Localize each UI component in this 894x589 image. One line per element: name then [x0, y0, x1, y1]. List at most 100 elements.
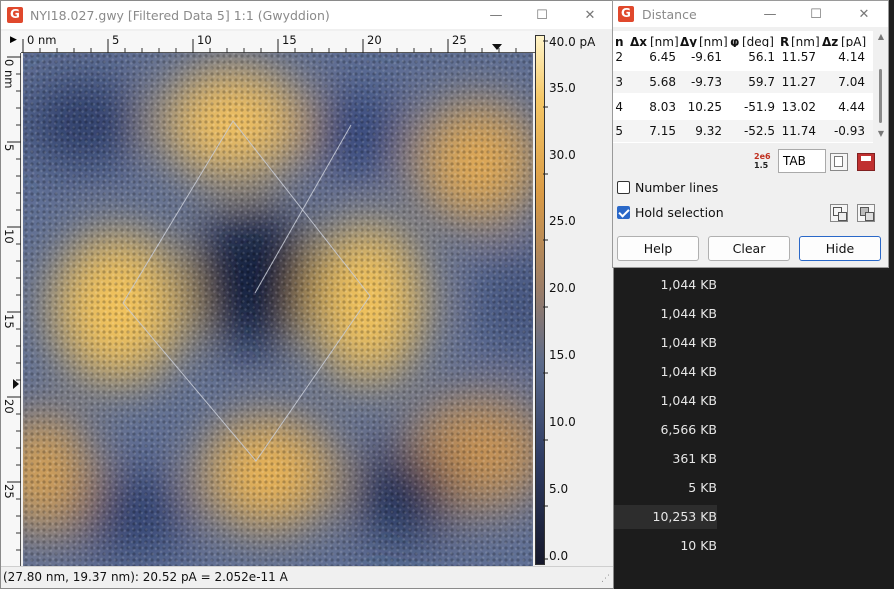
col-header-dx[interactable]: Δx — [630, 35, 648, 49]
cell-dy: -9.73 — [690, 75, 722, 89]
cell-dx: 7.15 — [649, 124, 676, 138]
value-format-icon: 2e6 1.5 — [754, 152, 774, 172]
file-size: 10,253 KB — [612, 505, 717, 529]
vruler-label: 20 — [2, 399, 16, 414]
hruler-label: 15 — [282, 33, 297, 47]
scroll-down-icon[interactable]: ▼ — [877, 129, 885, 138]
colorbar-ticks — [543, 40, 548, 560]
number-lines-label[interactable]: Number lines — [635, 180, 719, 195]
status-text: (27.80 nm, 19.37 nm): 20.52 pA = 2.052e-… — [3, 570, 288, 584]
scroll-thumb[interactable] — [879, 69, 882, 123]
scroll-up-icon[interactable]: ▲ — [877, 32, 885, 41]
color-picker-icon[interactable] — [857, 204, 875, 222]
vruler-label: 25 — [2, 484, 16, 499]
number-lines-checkbox[interactable] — [617, 181, 630, 194]
export-format-value: TAB — [783, 154, 806, 168]
file-size: 1,044 KB — [660, 335, 717, 350]
colorbar-label: 0.0 — [549, 549, 569, 563]
colorbar — [535, 35, 545, 565]
file-size: 361 KB — [672, 451, 717, 466]
close-icon[interactable]: ✕ — [584, 7, 596, 23]
file-size: 1,044 KB — [660, 364, 717, 379]
col-header-phi[interactable]: φ — [730, 35, 740, 49]
save-icon[interactable] — [857, 153, 875, 171]
distance-lines — [122, 120, 371, 462]
minimize-icon[interactable]: — — [763, 6, 777, 22]
distance-dialog: Distance — ☐ ✕ n Δx [nm] Δy [nm] φ [deg]… — [612, 0, 889, 268]
vruler-label: 15 — [2, 314, 16, 329]
colorbar-label: 25.0 — [549, 214, 576, 228]
data-window-title: NYI18.027.gwy [Filtered Data 5] 1:1 (Gwy… — [30, 7, 330, 23]
distance-table[interactable]: n Δx [nm] Δy [nm] φ [deg] R [nm] Δz [pA]… — [613, 31, 873, 143]
col-header-phi-unit: [deg] — [742, 35, 774, 49]
colorbar-label: 5.0 — [549, 482, 569, 496]
colorbar-label: 20.0 — [549, 281, 576, 295]
table-row[interactable] — [613, 95, 873, 117]
close-icon[interactable]: ✕ — [858, 6, 870, 22]
vruler-label: 10 — [2, 229, 16, 244]
file-size: 10 KB — [680, 538, 717, 553]
cell-phi: -52.5 — [743, 124, 775, 138]
colorbar-label: 35.0 — [549, 81, 576, 95]
copy-icon[interactable] — [830, 153, 848, 171]
resize-grip-icon[interactable]: ⋰ — [601, 574, 610, 584]
vruler-position-marker-icon — [13, 379, 19, 389]
col-header-n[interactable]: n — [615, 35, 624, 49]
stm-image-canvas[interactable] — [23, 53, 533, 566]
colorbar-label: 40.0 pA — [549, 35, 596, 49]
file-size: 1,044 KB — [660, 277, 717, 292]
data-window-titlebar[interactable]: NYI18.027.gwy [Filtered Data 5] 1:1 (Gwy… — [1, 1, 613, 29]
ruler-position-marker-icon — [492, 44, 502, 50]
col-header-r-unit: [nm] — [791, 35, 820, 49]
minimize-icon[interactable]: — — [489, 7, 503, 23]
hold-selection-label[interactable]: Hold selection — [635, 205, 724, 220]
col-header-dz[interactable]: Δz — [822, 35, 839, 49]
colorbar-label: 15.0 — [549, 348, 576, 362]
table-row[interactable] — [613, 47, 873, 69]
table-row[interactable] — [613, 71, 873, 93]
ruler-corner: ▶ — [1, 31, 21, 53]
hruler-label: 25 — [452, 33, 467, 47]
cell-n: 2 — [615, 50, 623, 64]
background-file-list: 1,044 KB 1,044 KB 1,044 KB 1,044 KB 1,04… — [612, 270, 894, 589]
cell-r: 11.57 — [781, 50, 816, 64]
maximize-icon[interactable]: ☐ — [810, 6, 822, 22]
vruler-label: 0 nm — [2, 59, 16, 89]
clear-button[interactable]: Clear — [708, 236, 790, 261]
cell-r: 11.27 — [781, 75, 816, 89]
vertical-ruler: 0 nm 5 10 15 20 25 — [1, 53, 21, 567]
status-bar: (27.80 nm, 19.37 nm): 20.52 pA = 2.052e-… — [1, 566, 613, 588]
hide-button[interactable]: Hide — [799, 236, 881, 261]
gwyddion-app-icon — [618, 6, 634, 22]
vruler-label: 5 — [2, 144, 16, 152]
colorbar-label: 10.0 — [549, 415, 576, 429]
cell-n: 3 — [615, 75, 623, 89]
line-style-icon[interactable] — [830, 204, 848, 222]
col-header-dy[interactable]: Δy — [680, 35, 698, 49]
hruler-label: 5 — [112, 33, 120, 47]
value-format-icon-bottom: 1.5 — [754, 161, 769, 170]
maximize-icon[interactable]: ☐ — [536, 7, 548, 23]
distance-dialog-titlebar[interactable]: Distance — ☐ ✕ — [613, 1, 888, 27]
col-header-dy-unit: [nm] — [699, 35, 728, 49]
help-button[interactable]: Help — [617, 236, 699, 261]
vertical-ruler-ticks — [7, 56, 21, 551]
hruler-label: 10 — [197, 33, 212, 47]
col-header-r[interactable]: R — [780, 35, 790, 49]
cell-r: 11.74 — [781, 124, 816, 138]
cell-phi: -51.9 — [743, 100, 775, 114]
horizontal-ruler-ticks — [22, 39, 517, 53]
cell-dz: -0.93 — [833, 124, 865, 138]
colorbar-label: 30.0 — [549, 148, 576, 162]
export-format-select[interactable]: TAB — [778, 149, 826, 173]
cell-dz: 4.14 — [838, 50, 865, 64]
ruler-corner-arrow-icon: ▶ — [10, 35, 17, 45]
hold-selection-checkbox[interactable] — [617, 206, 630, 219]
stm-image[interactable] — [23, 53, 533, 566]
gwyddion-app-icon — [7, 7, 23, 23]
table-row[interactable] — [613, 120, 873, 142]
cell-dz: 4.44 — [838, 100, 865, 114]
table-scrollbar[interactable]: ▲ ▼ — [875, 31, 887, 143]
horizontal-ruler: 0 nm 5 10 15 20 25 — [21, 31, 535, 53]
cell-n: 4 — [615, 100, 623, 114]
